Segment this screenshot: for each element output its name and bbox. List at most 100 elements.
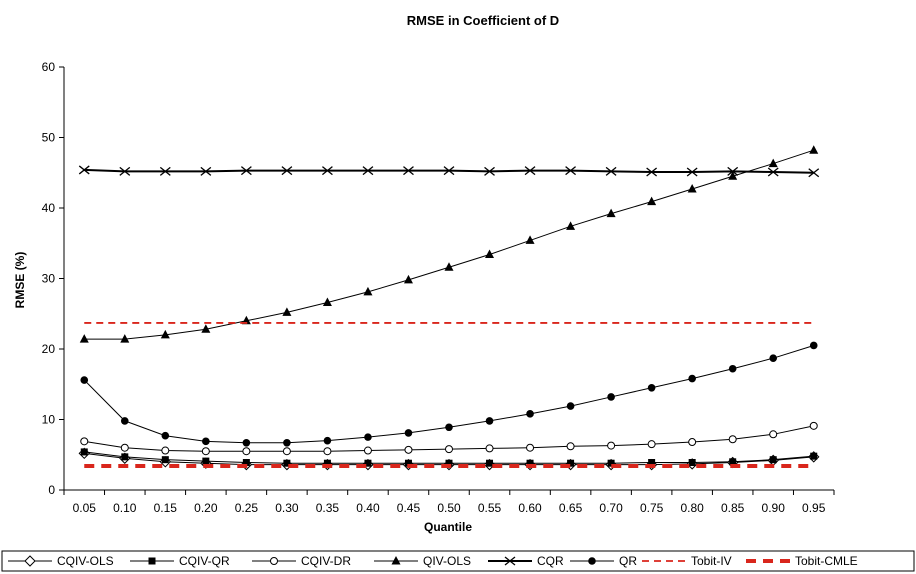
x-tick-label: 0.35 [316, 501, 340, 515]
legend-item-cqiv-dr: CQIV-DR [252, 554, 351, 568]
legend: CQIV-OLS CQIV-QR CQIV-DR QIV-OLS CQR QR Tobit-… [1, 550, 915, 572]
data-point-cqiv-qr [242, 459, 250, 467]
data-point-qiv-ols [444, 262, 454, 271]
x-tick-label: 0.30 [275, 501, 299, 515]
legend-item-tobit-iv: Tobit-IV [642, 554, 732, 568]
data-point-qr [445, 423, 453, 432]
data-point-cqiv-dr [688, 438, 697, 447]
data-point-qr [202, 437, 210, 446]
data-point-qiv-ols [322, 297, 332, 306]
data-point-cqr [727, 166, 739, 176]
legend-marker-cqiv-dr [270, 557, 278, 565]
data-point-cqiv-qr [526, 459, 534, 467]
data-point-cqr [808, 168, 820, 178]
data-point-qiv-ols [687, 183, 697, 193]
data-point-qr [688, 374, 696, 383]
data-point-cqiv-qr [769, 456, 777, 464]
data-point-qiv-ols [160, 329, 170, 339]
data-point-cqiv-qr [404, 459, 412, 467]
data-point-qr [809, 341, 818, 350]
x-tick-label: 0.95 [802, 501, 826, 515]
legend-label-cqiv-dr: CQIV-DR [301, 554, 351, 568]
data-point-qr [120, 417, 129, 425]
data-point-qr [283, 438, 291, 447]
x-tick-label: 0.80 [680, 501, 704, 515]
data-point-qiv-ols [201, 324, 211, 333]
data-point-qiv-ols [363, 286, 373, 296]
x-tick-label: 0.70 [599, 501, 623, 515]
data-point-cqiv-dr [445, 445, 453, 454]
y-tick-label: 60 [42, 60, 56, 74]
x-tick-label: 0.25 [235, 501, 259, 515]
data-point-cqiv-dr [120, 443, 129, 452]
data-point-cqiv-dr [728, 435, 737, 444]
axes: 0 10 20 30 40 50 60 0.05 0.10 0.15 0.20 0.25 0.30 0.3… [42, 60, 835, 515]
series-layer [78, 145, 820, 471]
x-tick-label: 0.90 [762, 501, 786, 515]
data-point-cqiv-dr [769, 430, 778, 439]
series-cqiv-dr [80, 421, 818, 456]
legend-item-tobit-cmle: Tobit-CMLE [746, 554, 858, 568]
data-point-cqr [159, 166, 171, 176]
y-axis-label: RMSE (%) [13, 252, 27, 309]
data-point-cqiv-qr [648, 459, 656, 467]
legend-marker-cqr [504, 556, 516, 566]
data-point-cqr [605, 166, 617, 176]
x-tick-label: 0.15 [154, 501, 178, 515]
data-point-cqr [524, 166, 536, 176]
legend-box [1, 550, 915, 572]
data-point-cqr [484, 166, 495, 176]
data-point-cqiv-dr [282, 447, 291, 456]
data-point-cqiv-qr [161, 456, 169, 464]
data-point-cqr [322, 166, 333, 176]
data-point-qiv-ols [809, 145, 819, 154]
data-point-cqiv-dr [242, 447, 251, 456]
data-point-cqiv-dr [201, 447, 210, 456]
data-point-cqr [240, 166, 252, 176]
x-tick-label: 0.60 [518, 501, 542, 515]
x-tick-label: 0.65 [559, 501, 583, 515]
data-point-cqiv-qr [567, 459, 575, 467]
data-point-qr [526, 410, 534, 418]
y-tick-label: 0 [48, 483, 55, 497]
data-point-cqr [78, 165, 90, 175]
data-point-qr [364, 433, 372, 441]
legend-label-cqiv-ols: CQIV-OLS [57, 554, 114, 568]
data-point-cqiv-qr [121, 453, 129, 461]
x-tick-label: 0.45 [397, 501, 421, 515]
data-point-qr [404, 429, 413, 437]
y-tick-label: 30 [42, 272, 56, 286]
x-axis-label: Quantile [424, 520, 472, 534]
data-point-cqiv-qr [729, 458, 737, 466]
data-point-qiv-ols [566, 221, 576, 230]
data-point-cqiv-qr [80, 448, 88, 456]
legend-label-cqiv-qr: CQIV-QR [179, 554, 230, 568]
series-qr [80, 341, 818, 447]
data-point-cqiv-qr [323, 459, 331, 467]
y-tick-label: 50 [42, 131, 56, 145]
data-point-cqr [403, 166, 414, 176]
data-point-qr [323, 436, 332, 445]
data-point-qiv-ols [282, 307, 292, 316]
data-point-qiv-ols [728, 171, 738, 180]
data-point-cqiv-qr [810, 452, 818, 460]
data-point-cqr [686, 167, 698, 177]
legend-label-qr: QR [619, 554, 637, 568]
x-tick-label: 0.20 [194, 501, 218, 515]
data-point-cqr [646, 167, 658, 177]
data-point-qr [769, 354, 778, 362]
data-point-cqiv-dr [566, 442, 575, 451]
data-point-qiv-ols [647, 196, 657, 206]
x-tick-label: 0.10 [113, 501, 137, 515]
series-qiv-ols [79, 145, 819, 343]
chart-title: RMSE in Coefficient of D [407, 13, 559, 28]
data-point-cqr [281, 166, 293, 176]
data-point-cqr [362, 166, 374, 176]
data-point-qr [161, 431, 170, 440]
legend-item-cqiv-ols: CQIV-OLS [8, 554, 114, 568]
legend-item-cqiv-qr: CQIV-QR [130, 554, 230, 568]
series-cqiv-qr [80, 448, 818, 467]
legend-item-cqr: CQR [488, 554, 564, 568]
data-point-qr [647, 383, 656, 392]
